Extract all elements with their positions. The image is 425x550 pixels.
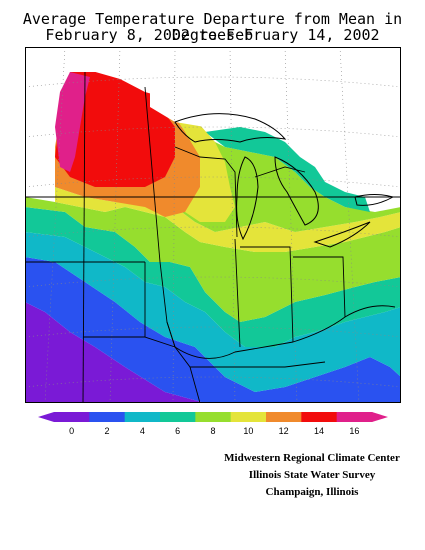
lake-michigan: [236, 156, 259, 241]
band-purple: [25, 302, 205, 403]
legend-tick-label: 6: [175, 426, 180, 436]
legend-tick-label: 0: [69, 426, 74, 436]
legend-tick-label: 4: [140, 426, 145, 436]
legend-tick-label: 16: [349, 426, 359, 436]
map-title-line-1: Average Temperature Departure from Mean …: [22, 10, 403, 44]
legend-tick-label: 12: [279, 426, 289, 436]
band-blue: [25, 257, 401, 403]
lake-superior: [174, 113, 287, 143]
credit-survey: Illinois State Water Survey: [248, 469, 376, 481]
lake-erie: [313, 221, 371, 248]
legend-swatch: [195, 412, 232, 422]
canada-mask: [25, 47, 401, 197]
legend-swatch: [124, 412, 161, 422]
legend-tick-label: 8: [210, 426, 215, 436]
legend-arrow-low: [38, 412, 54, 422]
lake-huron: [274, 156, 319, 226]
legend-swatch: [301, 412, 338, 422]
no-data-mask: [150, 92, 255, 127]
state-borders: [25, 71, 401, 403]
band-teal-north: [205, 127, 370, 212]
credit-location: Champaign, Illinois: [265, 486, 359, 498]
legend-swatch: [230, 412, 267, 422]
band-green: [25, 197, 401, 322]
legend-swatch: [89, 412, 126, 422]
legend-tick-label: 10: [243, 426, 253, 436]
band-magenta: [55, 72, 90, 172]
temperature-departure-map: [25, 47, 401, 403]
legend-tick-label: 2: [104, 426, 109, 436]
credit-institution: Midwestern Regional Climate Center: [224, 452, 400, 464]
great-lakes: [174, 113, 395, 248]
legend-swatch: [160, 412, 196, 422]
legend-swatch: [336, 412, 373, 422]
graticule: [25, 47, 401, 403]
legend-swatch: [266, 412, 302, 422]
legend-swatch: [54, 412, 90, 422]
color-legend: 0 2 4 6 8 10 12 14 16: [38, 412, 388, 436]
legend-tick-label: 14: [314, 426, 324, 436]
band-teal: [25, 207, 401, 347]
map-title-line-2: February 8, 2002 to February 14, 2002: [45, 26, 380, 44]
band-cyan: [25, 232, 401, 392]
legend-arrow-high: [372, 412, 388, 422]
